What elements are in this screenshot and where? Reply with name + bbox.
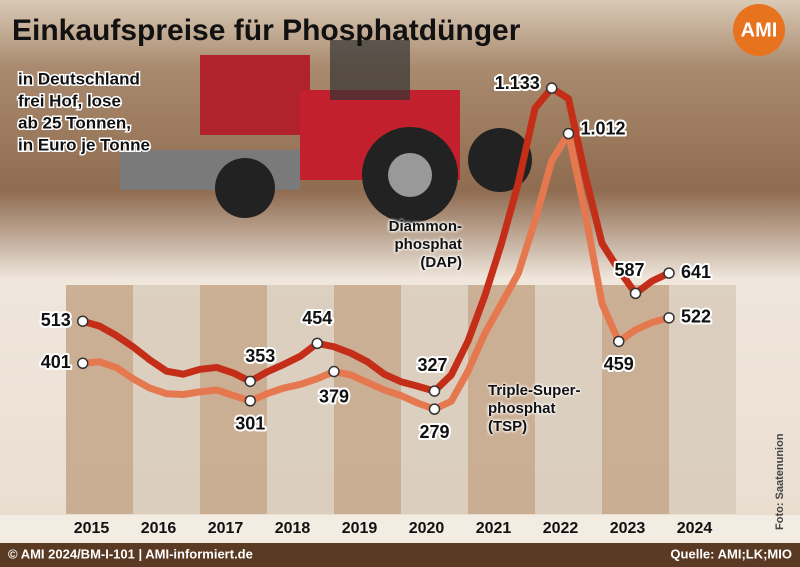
point-marker — [546, 82, 558, 94]
value-label: 459 — [604, 354, 634, 374]
point-marker — [629, 287, 642, 300]
value-label: 641 — [681, 262, 711, 282]
year-band — [66, 285, 133, 514]
x-tick-label: 2018 — [275, 520, 311, 537]
subtitle-line: in Deutschland — [18, 69, 140, 88]
footer-bar — [0, 543, 800, 567]
x-tick-label: 2019 — [342, 520, 378, 537]
logo-circle — [733, 4, 785, 56]
series-label: Triple-Super- phosphat (TSP) — [488, 382, 581, 435]
point-marker — [663, 267, 675, 279]
subtitle-line: in Euro je Tonne — [18, 135, 150, 154]
x-tick-label: 2017 — [208, 520, 244, 537]
wheel-hub — [388, 153, 432, 197]
chart-title: Einkaufspreise für Phosphatdünger — [12, 14, 521, 47]
value-label: 301 — [235, 414, 265, 434]
x-axis-strip — [0, 515, 800, 543]
point-marker — [328, 365, 340, 378]
point-marker — [77, 315, 89, 327]
subtitle-line: ab 25 Tonnen, — [18, 113, 131, 132]
value-label: 1.012 — [581, 118, 626, 138]
value-label: 1.133 — [495, 73, 540, 93]
value-label: 587 — [614, 260, 644, 280]
series-line — [81, 84, 671, 395]
value-label: 513 — [41, 310, 71, 330]
spreader-hopper — [200, 55, 310, 135]
photo-credit: Foto: Saatenunion — [774, 433, 786, 530]
tractor-cab — [330, 40, 410, 100]
x-tick-label: 2020 — [409, 520, 445, 537]
point-marker — [428, 403, 441, 415]
year-band — [334, 285, 401, 514]
value-label: 454 — [302, 308, 332, 328]
value-label: 327 — [417, 355, 447, 375]
wheel — [468, 128, 532, 192]
tractor — [120, 40, 532, 223]
point-marker — [244, 375, 256, 388]
point-marker — [562, 127, 575, 140]
point-marker — [244, 395, 256, 407]
point-marker — [613, 335, 625, 348]
series-line — [82, 130, 670, 413]
wheel — [215, 158, 275, 218]
source: Quelle: AMI;LK;MIO — [670, 546, 792, 561]
value-label: 379 — [319, 386, 349, 406]
copyright: © AMI 2024/BM-I-101 | AMI-informiert.de — [8, 546, 253, 561]
point-marker — [428, 385, 441, 397]
x-tick-label: 2024 — [677, 520, 713, 537]
series-label: Diammon- phosphat (DAP) — [388, 218, 462, 271]
value-label: 522 — [681, 307, 711, 327]
value-label: 401 — [41, 352, 71, 372]
x-tick-label: 2022 — [543, 520, 579, 537]
x-tick-label: 2023 — [610, 520, 646, 537]
year-band — [267, 285, 334, 514]
x-tick-label: 2016 — [141, 520, 177, 537]
subtitle-line: frei Hof, lose — [18, 91, 121, 110]
value-label: 279 — [419, 422, 449, 442]
logo: AMI — [741, 19, 778, 41]
year-band — [669, 285, 736, 514]
year-band — [535, 285, 602, 514]
point-marker — [77, 357, 89, 370]
point-marker — [663, 312, 675, 324]
x-tick-label: 2015 — [74, 520, 110, 537]
value-label: 353 — [245, 346, 275, 366]
year-band — [133, 285, 200, 514]
x-tick-label: 2021 — [476, 520, 512, 537]
year-band — [468, 285, 535, 514]
point-marker — [311, 337, 323, 350]
